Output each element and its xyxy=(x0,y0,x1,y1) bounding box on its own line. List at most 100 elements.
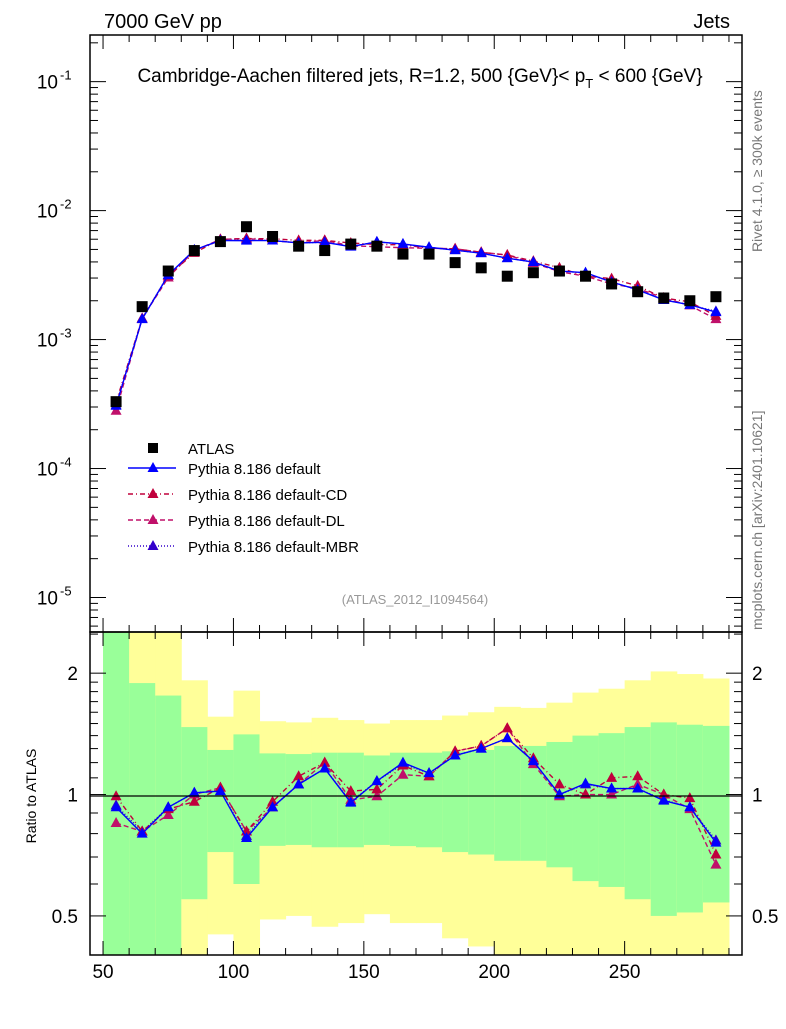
mc-point-ratio xyxy=(397,768,409,779)
ratio-frame xyxy=(89,631,743,956)
green-band-bin xyxy=(494,745,521,861)
x-tick-label: 100 xyxy=(218,962,250,983)
main-y-tick-labels: 10-110-210-310-410-5 xyxy=(37,68,72,610)
atlas-data-point xyxy=(397,248,409,260)
mc-point-ratio xyxy=(162,808,174,819)
mc-point-ratio xyxy=(162,801,174,812)
mc-point-main xyxy=(527,256,539,267)
mc-point-main xyxy=(449,244,461,255)
legend-label: Pythia 8.186 default-MBR xyxy=(188,539,359,556)
mc-point-ratio xyxy=(606,782,618,793)
mc-point-ratio xyxy=(658,794,670,805)
mc-point-ratio xyxy=(293,770,305,781)
mc-point-main xyxy=(475,247,487,258)
mc-line-main xyxy=(115,237,717,403)
mc-point-main xyxy=(397,237,409,248)
mc-line-ratio xyxy=(115,727,717,865)
mc-point-ratio xyxy=(423,767,435,778)
mc-point-ratio xyxy=(580,777,592,788)
mc-point-ratio xyxy=(214,785,226,796)
mc-point-ratio xyxy=(710,848,722,859)
mc-point-main xyxy=(710,306,722,317)
mc-point-ratio xyxy=(110,790,122,801)
main-y-tick-label: 10 xyxy=(37,202,58,223)
atlas-data-point xyxy=(162,265,174,277)
ratio-y-tick-label-right: 2 xyxy=(752,664,763,685)
atlas-data-point xyxy=(475,262,487,274)
plot-title-sub: T xyxy=(585,76,593,91)
mc-point-ratio xyxy=(267,801,279,812)
legend: ATLAS Pythia 8.186 default Pythia 8.186 d… xyxy=(128,441,359,556)
mc-point-ratio xyxy=(449,749,461,760)
atlas-data-point xyxy=(188,245,200,257)
green-band-bin xyxy=(155,695,182,955)
ratio-y-tick-label-left: 2 xyxy=(67,664,78,685)
main-y-tick-exponent: -3 xyxy=(60,326,72,341)
mc-point-main xyxy=(319,236,331,247)
x-tick-label: 50 xyxy=(92,962,113,983)
mc-point-ratio xyxy=(267,795,279,806)
green-band-bin xyxy=(702,725,730,903)
atlas-data-point xyxy=(136,301,148,313)
header-left: 7000 GeV pp xyxy=(104,11,222,33)
mc-point-ratio xyxy=(240,832,252,843)
mc-point-ratio xyxy=(475,742,487,753)
atlas-data-point xyxy=(684,295,696,307)
mc-point-main xyxy=(501,252,513,263)
main-y-tick-label: 10 xyxy=(37,331,58,352)
mc-point-ratio xyxy=(345,785,357,796)
main-y-tick-label: 10 xyxy=(37,460,58,481)
x-tick-label: 150 xyxy=(348,962,380,983)
atlas-data-point xyxy=(632,286,644,298)
mc-point-ratio xyxy=(632,782,644,793)
legend-label: Pythia 8.186 default-CD xyxy=(188,487,347,504)
mc-point-ratio xyxy=(110,817,122,828)
atlas-data-point xyxy=(501,270,513,282)
main-y-tick-exponent: -4 xyxy=(60,455,72,470)
mc-point-main xyxy=(136,313,148,324)
legend-label: Pythia 8.186 default-DL xyxy=(188,513,345,530)
mc-point-ratio xyxy=(110,801,122,812)
mc-point-ratio xyxy=(345,796,357,807)
mc-point-ratio xyxy=(371,790,383,801)
main-panel-series xyxy=(110,221,722,415)
x-tick-labels: 50 100 150 200 250 xyxy=(92,962,640,983)
analysis-watermark: (ATLAS_2012_I1094564) xyxy=(342,592,488,607)
atlas-data-point xyxy=(527,267,539,279)
mc-line-main xyxy=(115,239,717,406)
green-band-bin xyxy=(624,727,652,900)
mc-point-ratio xyxy=(188,786,200,797)
legend-marker-triangle xyxy=(147,488,159,498)
green-band-bin xyxy=(598,733,626,887)
x-tick-label: 200 xyxy=(478,962,510,983)
ratio-y-tick-label-right: 1 xyxy=(752,786,763,807)
x-tick-label: 250 xyxy=(609,962,641,983)
mc-line-ratio xyxy=(115,737,717,844)
atlas-data-point xyxy=(319,245,331,257)
legend-label-atlas: ATLAS xyxy=(188,441,234,458)
mc-line-main xyxy=(115,239,717,406)
ratio-y-tick-label-left: 0.5 xyxy=(52,907,78,928)
mc-point-ratio xyxy=(710,836,722,847)
atlas-data-point xyxy=(267,230,279,242)
plot-title-end: < 600 {GeV} xyxy=(593,66,702,87)
plot-title-main: Cambridge-Aachen filtered jets, R=1.2, 5… xyxy=(137,66,585,87)
green-band-bin xyxy=(181,727,208,900)
green-band-bin xyxy=(650,722,678,916)
mc-point-ratio xyxy=(319,756,331,767)
mc-point-ratio xyxy=(527,755,539,766)
axis-ticks xyxy=(90,35,742,956)
mc-point-ratio xyxy=(371,783,383,794)
green-band-bin xyxy=(207,749,234,853)
mc-point-main xyxy=(240,234,252,245)
main-y-tick-label: 10 xyxy=(37,588,58,609)
mc-point-ratio xyxy=(684,792,696,803)
atlas-data-point xyxy=(345,238,357,250)
legend-marker-atlas xyxy=(148,443,158,453)
main-y-tick-label: 10 xyxy=(37,73,58,94)
atlas-data-point xyxy=(293,240,305,252)
ratio-uncertainty-bands xyxy=(103,632,730,955)
legend-label: Pythia 8.186 default xyxy=(188,461,321,478)
mc-point-ratio xyxy=(710,858,722,869)
